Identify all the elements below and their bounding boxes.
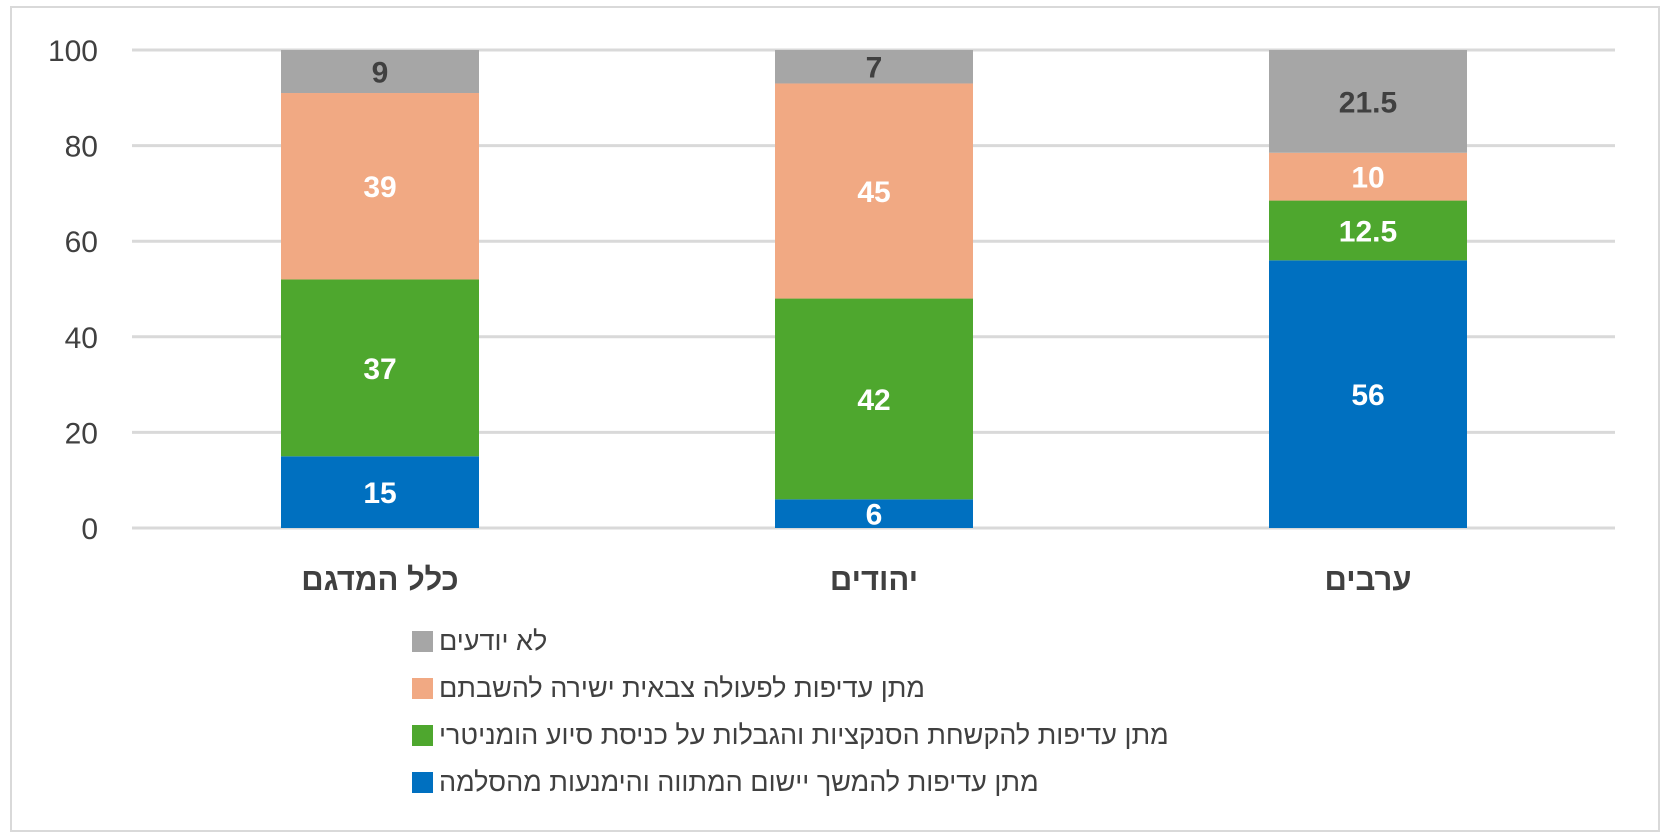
- bar-segment: [281, 279, 479, 457]
- legend-swatch: [412, 631, 433, 652]
- x-axis: כלל המדגם יהודים ערבים: [301, 562, 1411, 597]
- data-label: 10: [1351, 162, 1384, 195]
- y-axis: 0 20 40 60 80 100: [48, 35, 98, 546]
- bar-segment: [775, 50, 973, 84]
- y-tick-label: 60: [65, 226, 98, 259]
- bar-segment: [1269, 152, 1467, 201]
- category-label: כלל המדגם: [301, 562, 458, 597]
- data-label: 7: [866, 52, 883, 85]
- legend-item: מתן עדיפות לפעולה צבאית ישירה להשבתם: [412, 665, 1312, 712]
- bar-segment: [281, 50, 479, 94]
- legend-item: לא יודעים: [412, 618, 1312, 665]
- legend-swatch: [412, 725, 433, 746]
- bar-segment: [775, 499, 973, 528]
- bar-segment: [1269, 260, 1467, 528]
- legend-item: מתן עדיפות להקשחת הסנקציות והגבלות על כנ…: [412, 712, 1312, 759]
- legend-swatch: [412, 772, 433, 793]
- legend-item: מתן עדיפות להמשך יישום המתווה והימנעות מ…: [412, 759, 1312, 806]
- legend-label: לא יודעים: [439, 626, 548, 656]
- data-label: 12.5: [1339, 215, 1397, 248]
- stacked-bar-chart: 0 20 40 60 80 100 15 37 39 9 6 42 45 7 56 12.5 10 21.5 כ…: [48, 35, 1615, 597]
- y-tick-label: 80: [65, 131, 98, 164]
- data-label: 56: [1351, 379, 1384, 412]
- category-label: ערבים: [1324, 562, 1411, 597]
- data-label: 21.5: [1339, 86, 1397, 119]
- bar-segment: [281, 93, 479, 280]
- y-tick-label: 100: [48, 35, 98, 68]
- data-label: 45: [857, 176, 890, 209]
- bar-segment: [1269, 200, 1467, 261]
- data-label: 39: [363, 171, 396, 204]
- legend-label: מתן עדיפות להקשחת הסנקציות והגבלות על כנ…: [439, 720, 1169, 750]
- bar-segment: [1269, 50, 1467, 153]
- bars: [281, 50, 1467, 528]
- bar-segment: [775, 298, 973, 500]
- data-label: 42: [857, 384, 890, 417]
- legend-label: מתן עדיפות לפעולה צבאית ישירה להשבתם: [439, 673, 925, 703]
- y-tick-label: 20: [65, 417, 98, 450]
- y-tick-label: 40: [65, 322, 98, 355]
- y-tick-label: 0: [81, 513, 98, 546]
- bar-segment: [775, 83, 973, 299]
- data-label: 6: [866, 499, 883, 532]
- data-label: 15: [363, 477, 396, 510]
- legend: לא יודעים מתן עדיפות לפעולה צבאית ישירה ל…: [412, 618, 1312, 806]
- legend-swatch: [412, 678, 433, 699]
- data-label: 37: [363, 353, 396, 386]
- data-label: 9: [372, 57, 389, 90]
- bar-segment: [281, 456, 479, 528]
- legend-label: מתן עדיפות להמשך יישום המתווה והימנעות מ…: [439, 767, 1039, 797]
- category-label: יהודים: [830, 562, 918, 597]
- data-labels: 15 37 39 9 6 42 45 7 56 12.5 10 21.5: [363, 52, 1397, 532]
